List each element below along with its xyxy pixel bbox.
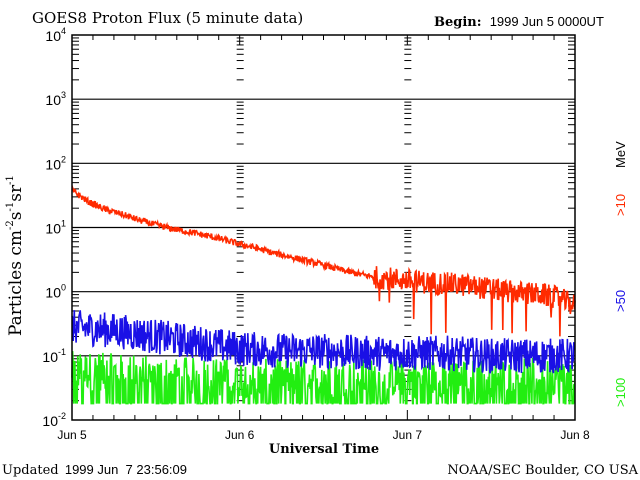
- y-tick-base: 10: [45, 221, 61, 237]
- y-tick-base: 10: [45, 28, 61, 44]
- series-line-gt100: [71, 350, 576, 405]
- y-label-exp2: -1: [5, 202, 16, 212]
- y-label-exp3: -1: [5, 175, 16, 185]
- updated-value: 1999 Jun 7 23:56:09: [65, 462, 187, 477]
- y-tick-exp: -2: [58, 411, 66, 421]
- y-tick-label: 104: [45, 26, 66, 44]
- series-line-gt10: [71, 185, 576, 337]
- legend-gt100: >100: [613, 378, 628, 407]
- y-tick-label: 101: [45, 219, 66, 237]
- y-tick-label: 10-1: [42, 347, 66, 365]
- legend-gt10: >10: [613, 194, 628, 216]
- x-axis-label: Universal Time: [269, 442, 379, 457]
- y-axis-label: Particles cm-2s-1sr-1: [5, 175, 26, 336]
- begin-label: Begin: 1999 Jun 5 0000UT: [434, 14, 604, 30]
- legend-gt50: >50: [613, 290, 628, 312]
- x-tick-label: Jun 7: [393, 428, 423, 442]
- y-tick-exp: 0: [61, 283, 66, 293]
- y-tick-exp: 4: [61, 26, 66, 36]
- y-tick-exp: 1: [61, 219, 66, 229]
- y-tick-base: 10: [45, 285, 61, 301]
- y-tick-base: 10: [42, 413, 58, 429]
- y-tick-exp: 2: [61, 154, 66, 164]
- y-tick-base: 10: [42, 349, 58, 365]
- legend-unit-mev: MeV: [613, 141, 628, 168]
- series-group: [71, 185, 576, 405]
- begin-label-key: Begin:: [434, 15, 482, 30]
- y-tick-base: 10: [45, 92, 61, 108]
- x-tick-label: Jun 6: [225, 428, 255, 442]
- y-tick-exp: 3: [61, 90, 66, 100]
- updated-label: Updated: [2, 463, 59, 478]
- begin-label-value: 1999 Jun 5 0000UT: [490, 14, 604, 29]
- y-label-mid2: sr: [6, 184, 26, 202]
- y-tick-label: 103: [45, 90, 66, 108]
- y-label-base: Particles cm: [6, 230, 26, 336]
- y-tick-label: 10-2: [42, 411, 66, 429]
- y-label-exp1: -2: [5, 220, 16, 230]
- x-tick-label: Jun 5: [57, 428, 87, 442]
- series-line-gt50: [71, 310, 576, 374]
- updated-stamp: Updated 1999 Jun 7 23:56:09: [2, 462, 187, 478]
- credit-text: NOAA/SEC Boulder, CO USA: [447, 463, 638, 478]
- grid-lines: [72, 98, 575, 357]
- y-tick-label: 102: [45, 154, 66, 172]
- y-label-mid1: s: [6, 212, 26, 221]
- x-tick-label: Jun 8: [560, 428, 590, 442]
- x-tick-labels: Jun 5 Jun 6 Jun 7 Jun 8: [57, 428, 590, 442]
- y-tick-base: 10: [45, 156, 61, 172]
- y-tick-exp: -1: [58, 347, 66, 357]
- y-tick-label: 100: [45, 283, 66, 301]
- plot-frame: [71, 34, 576, 421]
- chart-title: GOES8 Proton Flux (5 minute data): [32, 9, 303, 27]
